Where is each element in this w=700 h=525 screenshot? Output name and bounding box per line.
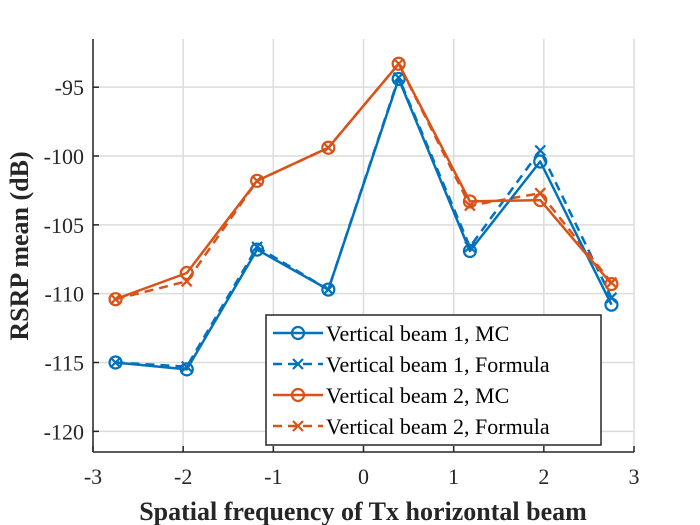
x-tick-label: -2 [174,464,192,489]
y-tick-label: -105 [44,213,84,238]
legend-entry: Vertical beam 1, Formula [273,352,550,377]
y-tick-label: -110 [44,282,84,307]
y-axis-title: RSRP mean (dB) [5,151,34,340]
x-tick-label: -3 [84,464,102,489]
x-tick-label: -1 [264,464,282,489]
x-tick-label: 2 [538,464,549,489]
marker-circle [462,194,477,209]
marker-circle [533,192,548,208]
y-tick-label: -100 [44,144,84,169]
marker-circle [321,140,336,155]
marker-circle [250,242,265,257]
marker-circle [321,282,336,297]
legend-label: Vertical beam 2, Formula [326,414,550,439]
legend-entry: Vertical beam 1, MC [273,321,509,346]
marker-circle [391,71,406,87]
marker-circle [250,173,265,188]
series-line [115,62,613,301]
legend-box [265,314,602,446]
x-axis-title: Spatial frequency of Tx horizontal beam [139,497,587,525]
series-vertical-beam-2-mc [108,56,619,307]
y-tick-label: -95 [55,75,84,100]
legend-label: Vertical beam 1, Formula [326,352,550,377]
marker-circle [108,355,123,370]
marker-circle [604,297,619,312]
legend-entry: Vertical beam 2, Formula [273,414,550,439]
marker-circle [533,154,548,169]
marker-x [292,358,304,370]
marker-circle [604,276,619,292]
x-tick-label: 0 [358,464,369,489]
series-line [115,62,613,301]
x-tick-label: 1 [448,464,459,489]
marker-x [534,144,547,157]
marker-circle [290,325,306,341]
y-tick-label: -120 [44,419,84,444]
x-tick-label: 3 [629,464,640,489]
marker-circle [462,243,477,259]
y-tick-label: -115 [44,351,84,376]
axes: -3 -2 -1 0 1 2 3 -95 -100 -105 -110 -115 -120 [44,39,640,489]
grid [92,39,635,452]
series-vertical-beam-1-mc [108,71,619,377]
legend-label: Vertical beam 2, MC [326,383,509,408]
legend-entry: Vertical beam 2, MC [273,383,509,408]
series-line [115,77,613,371]
legend: Vertical beam 1, MC Vertical beam 1, Form… [265,314,602,446]
legend-label: Vertical beam 1, MC [326,321,509,346]
series-group [108,56,619,377]
marker-x [292,420,304,432]
marker-circle [391,56,406,71]
series-line [115,76,613,368]
marker-circle [179,362,194,377]
marker-circle [108,292,123,307]
marker-circle [179,265,194,281]
marker-circle [290,387,306,403]
